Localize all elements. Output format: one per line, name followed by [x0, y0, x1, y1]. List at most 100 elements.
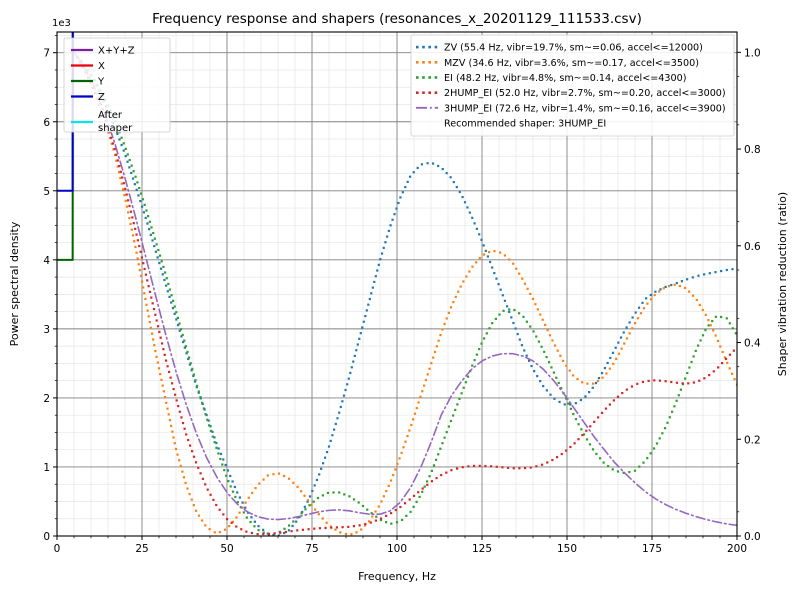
shaper-dot — [292, 520, 295, 523]
shaper-dot — [258, 482, 261, 485]
shaper-dot — [314, 508, 317, 511]
shaper-dot — [134, 245, 137, 249]
shaper-dot — [140, 280, 144, 283]
shaper-dot — [697, 344, 700, 347]
shaper-dot — [148, 290, 152, 293]
shaper-dot — [168, 370, 171, 374]
shaper-dot — [541, 318, 544, 321]
shaper-dot — [217, 452, 220, 455]
shaper-dot — [462, 386, 465, 389]
shaper-dot — [199, 472, 202, 475]
shaper-dot — [209, 493, 212, 496]
shaper-dot — [135, 251, 138, 254]
shaper-dot — [222, 458, 225, 461]
shaper-dot — [296, 485, 299, 488]
shaper-dot — [480, 238, 483, 241]
chart-title: Frequency response and shapers (resonanc… — [152, 11, 642, 27]
shaper-dot — [698, 303, 701, 307]
shaper-dot — [181, 421, 185, 425]
shaper-dot — [550, 366, 553, 369]
shaper-dot — [468, 211, 471, 214]
shaper-dot — [124, 155, 127, 158]
shaper-dot — [409, 175, 412, 178]
shaper-legend-label: 2HUMP_EI (52.0 Hz, vibr=2.7%, sm~=0.20, … — [444, 88, 726, 99]
axes-frame: 0 25 50 75 100 125 150 175 200 0 1 2 3 4 5 6 7 0.0 0.2 0.4 0… — [43, 31, 761, 555]
shaper-legend-box — [410, 34, 735, 137]
shaper-dot — [512, 321, 515, 325]
psd-legend: X+Y+Z XYZ After shaper — [63, 37, 171, 134]
shaper-dot — [159, 372, 162, 376]
shaper-dot — [443, 322, 446, 326]
shaper-dot — [704, 313, 707, 317]
shaper-dot — [363, 524, 367, 527]
shaper-dot — [623, 342, 626, 345]
shaper-dot — [523, 349, 526, 352]
shaper-dot — [166, 407, 169, 410]
shaper-dot — [238, 496, 241, 499]
shaper-dot — [165, 277, 168, 280]
shaper-dot — [160, 342, 164, 345]
shaper-dot — [129, 222, 132, 226]
shaper-dot — [176, 324, 180, 327]
shaper-dot — [175, 399, 178, 402]
shaper-dot — [234, 495, 237, 499]
y2-tick-label: 1.0 — [744, 47, 761, 59]
shaper-dot — [390, 512, 393, 515]
shaper-dot — [213, 436, 216, 439]
shaper-dot — [615, 357, 618, 360]
shaper-dot — [321, 494, 324, 497]
shaper-dot — [417, 401, 420, 404]
shaper-dot — [449, 176, 452, 179]
shaper-dot — [725, 268, 728, 272]
shaper-dot — [131, 177, 135, 180]
shaper-dot — [539, 379, 542, 383]
shaper-dot — [155, 319, 158, 322]
shaper-dot — [707, 324, 710, 327]
shaper-dot — [430, 469, 433, 472]
shaper-dot — [167, 413, 170, 416]
y2-tick-label: 0.4 — [744, 338, 761, 350]
shaper-dot — [546, 328, 549, 332]
shaper-dot — [153, 237, 157, 240]
shaper-dot — [466, 206, 469, 209]
shaper-dot — [435, 458, 438, 461]
shaper-dot — [310, 503, 313, 507]
shaper-dot — [267, 532, 271, 536]
shaper-dot — [732, 349, 735, 352]
shaper-dot — [551, 339, 554, 342]
shaper-dot — [150, 296, 153, 299]
shaper-dot — [347, 377, 350, 380]
shaper-dot — [662, 287, 665, 290]
shaper-dot — [688, 290, 691, 293]
shaper-dot — [589, 425, 592, 428]
shaper-dot — [215, 446, 218, 449]
shaper-dot — [703, 377, 706, 380]
shaper-dot — [401, 518, 404, 521]
shaper-dot — [734, 332, 737, 335]
shaper-dot — [482, 244, 485, 247]
shaper-dot — [128, 158, 131, 162]
shaper-dot — [358, 337, 361, 340]
shaper-dot — [415, 406, 418, 410]
shaper-dot — [433, 350, 437, 354]
shaper-dot — [631, 327, 634, 330]
shaper-dot — [132, 222, 135, 225]
shaper-dot — [499, 251, 502, 254]
shaper-dot — [409, 510, 412, 513]
shaper-dot — [135, 188, 138, 191]
shaper-dot — [244, 506, 247, 509]
shaper-dot — [169, 376, 172, 379]
shaper-dot — [455, 467, 459, 470]
shaper-dot — [187, 356, 191, 359]
shaper-dot — [189, 444, 192, 447]
shaper-dot — [154, 250, 158, 253]
shaper-dot — [154, 349, 157, 353]
shaper-dot — [339, 405, 342, 409]
shaper-dot — [185, 433, 188, 436]
shaper-dot — [495, 277, 498, 280]
x-tick-label: 150 — [557, 543, 577, 555]
shaper-dot — [128, 166, 131, 169]
shaper-dot — [117, 171, 121, 174]
shaper-dot — [581, 434, 584, 437]
shaper-dot — [364, 314, 367, 318]
